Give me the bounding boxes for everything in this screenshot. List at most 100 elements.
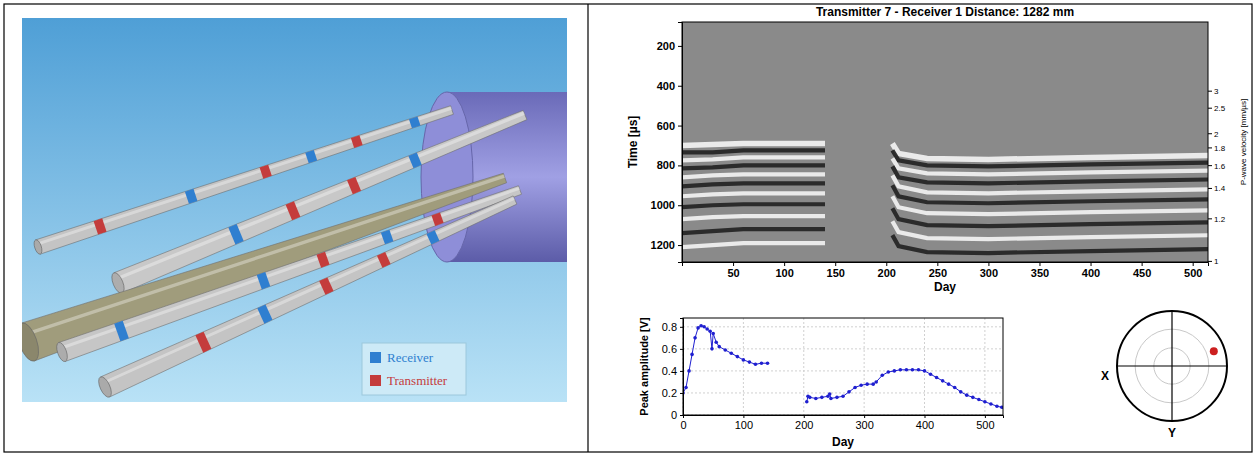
transmitter-band: [431, 213, 443, 226]
y2-axis-tick-label: 1.8: [1214, 144, 1226, 153]
trace-stripe: [682, 165, 825, 168]
x-axis-tick-label: 50: [727, 267, 739, 279]
y-axis-tick: 0.2: [662, 387, 683, 399]
series-point: [886, 370, 890, 374]
series-point: [995, 404, 999, 408]
grid-line-x: [803, 318, 804, 415]
y2-axis: 11.21.41.61.822.53: [1208, 87, 1226, 266]
y2-axis-tick-label: 1: [1214, 257, 1219, 266]
y2-axis-tick-label: 1.6: [1214, 162, 1226, 171]
x-axis-tick: 50: [727, 262, 739, 279]
legend-swatch: [370, 352, 381, 363]
x-axis-tick-label: 0: [680, 419, 686, 431]
y2-axis-tick-mark: [1208, 218, 1212, 219]
y2-axis-tick-label: 2: [1214, 130, 1219, 139]
series-point: [736, 355, 740, 359]
receiver-band: [114, 321, 129, 342]
series-point: [687, 369, 691, 373]
grid-line-y: [683, 392, 1003, 393]
transmitter-band: [260, 165, 272, 179]
series-point: [935, 376, 939, 380]
x-axis-tick-label: 300: [855, 419, 873, 431]
series-point: [696, 326, 700, 330]
x-axis-tick: 400: [1082, 262, 1100, 279]
legend-swatch: [370, 375, 381, 386]
series-point: [805, 400, 809, 404]
amplitude-chart: 010020030040050000.20.40.60.8DayPeak amp…: [638, 317, 1004, 449]
trace-stripe: [682, 150, 825, 152]
y-axis-tick: 400: [657, 80, 682, 92]
y-axis-tick: 600: [657, 120, 682, 132]
series-point: [959, 390, 963, 394]
receiver-band: [228, 224, 243, 245]
trace-marks: [682, 143, 1208, 253]
polar-marks: [1210, 347, 1218, 355]
borehole-body: [100, 196, 516, 397]
polar-point: [1210, 347, 1218, 355]
legend-label: Receiver: [387, 350, 434, 365]
series-point: [917, 368, 921, 372]
y-axis-line: [678, 23, 683, 263]
x-axis-tick: 350: [1031, 262, 1049, 279]
y-axis-tick-label: 0.2: [662, 387, 677, 399]
series-point: [983, 400, 987, 404]
y-axis-tick-label: 0.4: [662, 365, 677, 377]
y2-axis-tick-mark: [1208, 108, 1212, 109]
y-axis-tick-mark: [678, 46, 682, 47]
receiver-band: [409, 116, 421, 128]
divider: [587, 4, 588, 452]
y-axis-tick-mark: [678, 86, 682, 87]
frame: [4, 4, 1252, 452]
series-point: [742, 358, 746, 362]
x-axis-tick-mark: [733, 262, 734, 266]
y2-axis-tick-label: 1.4: [1214, 184, 1226, 193]
y2-axis-tick-mark: [1208, 188, 1212, 189]
receiver-band: [257, 272, 271, 289]
polar-x-label: X: [1101, 369, 1109, 383]
y-axis-tick-label: 1200: [651, 239, 675, 251]
receiver-band: [305, 150, 317, 163]
polar-background: [1117, 311, 1227, 421]
y2-axis-tick-label: 1.2: [1214, 215, 1226, 224]
borehole-body: [59, 186, 522, 362]
x-axis-tick-mark: [804, 415, 805, 418]
x-axis-tick-label: 400: [916, 419, 934, 431]
y2-axis-tick: 1: [1208, 257, 1219, 266]
series-point: [871, 382, 875, 386]
x-axis-tick: 200: [795, 415, 813, 431]
series-point: [893, 369, 897, 373]
y-axis-tick: 1000: [651, 199, 682, 211]
line-marks: [683, 324, 1003, 409]
x-axis-tick: 150: [827, 262, 845, 279]
borehole-end: [96, 375, 114, 399]
y-axis-tick-mark: [678, 245, 682, 246]
series-point: [911, 368, 915, 372]
x-axis-tick-mark: [988, 262, 989, 266]
x-axis-tick-mark: [784, 262, 785, 266]
series-point: [708, 329, 712, 333]
series-point: [899, 368, 903, 372]
trace-stripe: [892, 185, 1208, 203]
transmitter-band: [195, 332, 211, 353]
series-point: [710, 347, 714, 351]
y-axis-tick-label: 0.8: [662, 321, 677, 333]
series-point: [693, 336, 697, 340]
y2-axis-tick: 3: [1208, 87, 1219, 96]
series-point: [711, 332, 715, 336]
y-axis-tick-label: 1000: [651, 199, 675, 211]
x-axis-tick: 500: [1184, 262, 1202, 279]
y-axis-line: [680, 319, 684, 416]
series-point: [808, 396, 812, 400]
x-axis-tick: 500: [976, 415, 994, 431]
borehole-highlight: [25, 176, 504, 334]
trace-stripe: [892, 196, 1208, 214]
series-point: [829, 397, 833, 401]
x-axis-tick-label: 100: [775, 267, 793, 279]
grid-line-x: [743, 318, 744, 415]
y-axis-tick-mark: [680, 327, 683, 328]
series-point: [760, 361, 764, 365]
series-point: [847, 390, 851, 394]
legend-box: [362, 343, 466, 395]
plot-frame: [682, 22, 1208, 262]
x-axis-tick: 200: [878, 262, 896, 279]
